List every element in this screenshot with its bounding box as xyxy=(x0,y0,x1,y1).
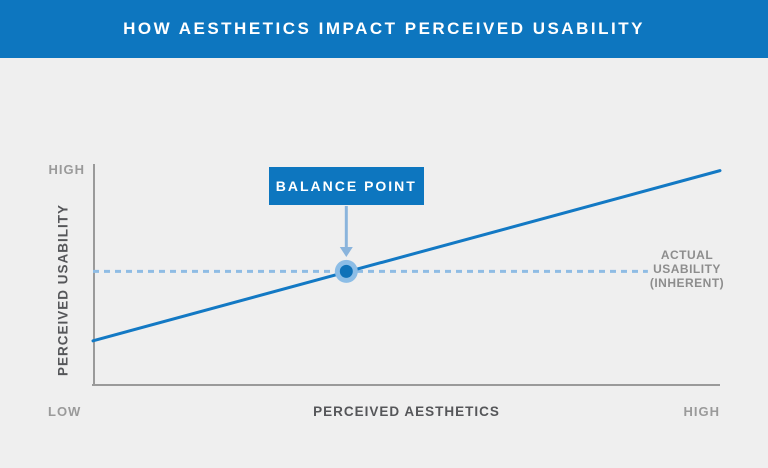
balance-point-callout: BALANCE POINT xyxy=(268,167,424,205)
balance-point-arrow-head xyxy=(339,247,353,257)
x-tick-low: LOW xyxy=(48,404,82,419)
x-axis-title: PERCEIVED AESTHETICS xyxy=(313,404,500,419)
chart-title: HOW AESTHETICS IMPACT PERCEIVED USABILIT… xyxy=(123,19,645,38)
balance-point-dot xyxy=(339,264,353,278)
chart-canvas xyxy=(91,164,722,386)
y-tick-high: HIGH xyxy=(48,162,85,177)
actual-usability-label-line3: (INHERENT) xyxy=(649,276,725,290)
actual-usability-label-line2: USABILITY xyxy=(653,262,721,276)
title-banner: HOW AESTHETICS IMPACT PERCEIVED USABILIT… xyxy=(0,0,768,58)
y-axis-title: PERCEIVED USABILITY xyxy=(55,203,71,377)
actual-usability-label-line1: ACTUAL xyxy=(660,248,714,262)
x-tick-high: HIGH xyxy=(683,404,720,419)
balance-point-callout-label: BALANCE POINT xyxy=(275,178,417,194)
actual-usability-label: ACTUAL USABILITY (INHERENT) xyxy=(645,248,729,290)
chart-area: HIGH PERCEIVED USABILITY LOW PERCEIVED A… xyxy=(0,58,768,419)
perceived-usability-trend-line xyxy=(91,169,722,343)
